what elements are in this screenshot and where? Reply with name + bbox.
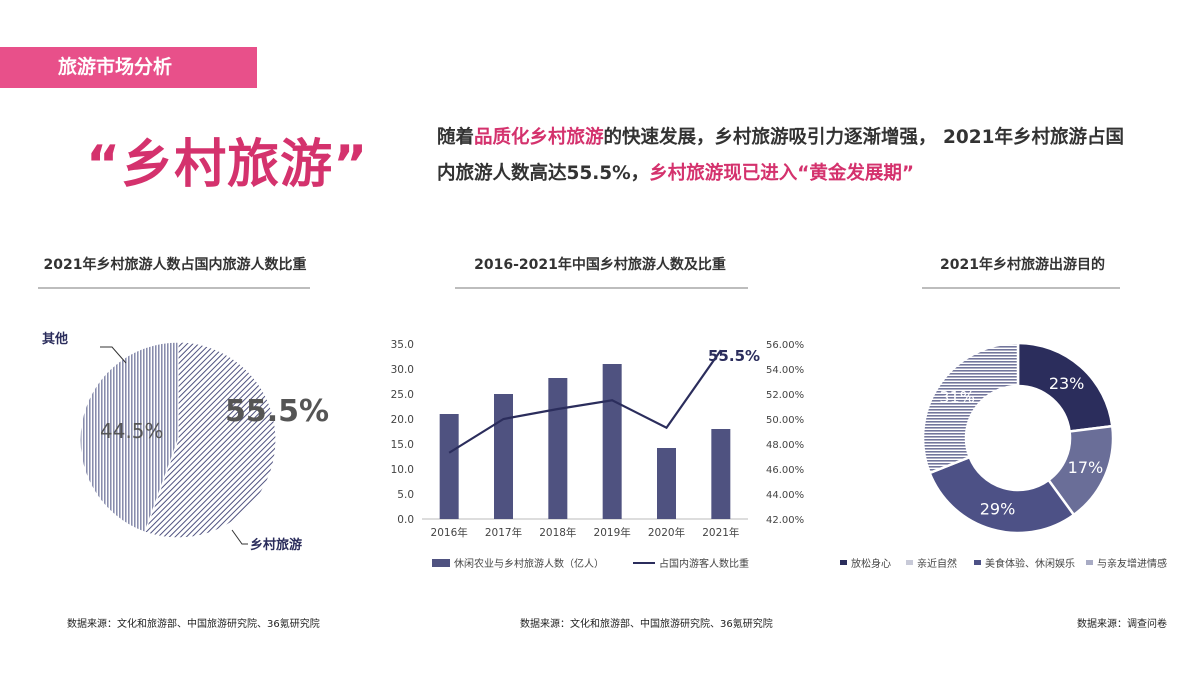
pie-slice-rural xyxy=(144,341,277,539)
combo-bar xyxy=(657,448,676,519)
intro-highlight-2: 乡村旅游现已进入“黄金发展期” xyxy=(649,163,915,184)
donut-labels: 23% 17% 29% 31% xyxy=(939,374,1103,519)
donut-legend-swatch xyxy=(974,560,981,565)
combo-ytick-right: 44.00% xyxy=(766,490,804,501)
donut-legend-label: 亲近自然 xyxy=(917,559,957,570)
donut-legend-label: 与亲友增进情感 xyxy=(1097,559,1167,570)
combo-title-rule xyxy=(455,287,748,289)
combo-ytick-left: 25.0 xyxy=(391,389,414,401)
combo-bar xyxy=(494,394,513,519)
intro-text-1: 随着 xyxy=(437,127,475,148)
combo-xtick: 2019年 xyxy=(594,526,631,539)
pie-title-rule xyxy=(38,287,310,289)
donut-chart: 23% 17% 29% 31% xyxy=(921,341,1115,535)
pie-pct-other: 44.5% xyxy=(100,419,164,443)
combo-ytick-right: 56.00% xyxy=(766,340,804,351)
legend-swatch-bar xyxy=(432,558,450,567)
combo-axes: 0.0 5.0 10.0 15.0 20.0 25.0 30.0 35.0 42.00% 44.0… xyxy=(391,339,805,539)
combo-ytick-right: 52.00% xyxy=(766,390,804,401)
donut-legend-swatch xyxy=(906,560,913,565)
donut-legend-label: 放松身心 xyxy=(851,559,891,570)
combo-ytick-right: 48.00% xyxy=(766,440,804,451)
donut-source: 数据来源：调查问卷 xyxy=(1077,619,1167,630)
combo-bar xyxy=(439,414,459,519)
pie-chart-title: 2021年乡村旅游人数占国内旅游人数比重 xyxy=(43,257,307,273)
pie-label-other: 其他 xyxy=(42,331,68,347)
pie-leader-other xyxy=(100,346,127,364)
combo-line-series xyxy=(448,349,722,454)
combo-legend-bar: 休闲农业与乡村旅游人数（亿人） xyxy=(432,555,604,570)
donut-slices xyxy=(921,341,1115,535)
pie-pct-rural: 55.5% xyxy=(225,394,329,429)
combo-ytick-left: 15.0 xyxy=(391,439,414,451)
combo-bar xyxy=(711,429,731,519)
section-tag: 旅游市场分析 xyxy=(0,47,257,88)
intro-text-2: 的快速发展，乡村旅游吸引力逐渐增强， 2021年乡村旅游占国内旅游人数高达55.… xyxy=(437,127,1124,184)
legend-swatch-line xyxy=(633,561,655,564)
pie-slice-other xyxy=(79,341,179,533)
combo-chart-title: 2016-2021年中国乡村旅游人数及比重 xyxy=(474,257,726,273)
combo-end-label: 55.5% xyxy=(708,347,760,365)
donut-slice-label: 31% xyxy=(939,388,975,407)
pie-label-rural: 乡村旅游 xyxy=(250,537,302,553)
combo-bar xyxy=(548,378,568,519)
combo-ytick-left: 20.0 xyxy=(391,414,414,426)
combo-chart: 0.0 5.0 10.0 15.0 20.0 25.0 30.0 35.0 42.00% 44.0… xyxy=(391,339,805,539)
donut-legend-item: 与亲友增进情感 xyxy=(1086,555,1167,570)
intro-highlight-1: 品质化乡村旅游 xyxy=(474,127,604,148)
donut-slice-label: 29% xyxy=(980,500,1016,519)
combo-ytick-left: 0.0 xyxy=(397,514,414,526)
pie-leader-rural xyxy=(231,529,248,545)
combo-source: 数据来源：文化和旅游部、中国旅游研究院、36氪研究院 xyxy=(520,619,773,630)
legend-line-label: 占国内游客人数比重 xyxy=(659,559,749,570)
combo-bar xyxy=(602,364,622,519)
combo-ytick-left: 30.0 xyxy=(391,364,414,376)
intro-paragraph: 随着品质化乡村旅游的快速发展，乡村旅游吸引力逐渐增强， 2021年乡村旅游占国内… xyxy=(437,120,1137,192)
combo-ytick-left: 5.0 xyxy=(397,489,414,501)
combo-xtick: 2018年 xyxy=(539,526,576,539)
combo-ytick-right: 42.00% xyxy=(766,515,804,526)
donut-slice-label: 17% xyxy=(1068,458,1104,477)
headline: “乡村旅游” xyxy=(86,135,369,195)
donut-slice xyxy=(921,341,1020,475)
combo-ytick-right: 54.00% xyxy=(766,365,804,376)
donut-legend-label: 美食体验、休闲娱乐 xyxy=(985,559,1075,570)
donut-slice xyxy=(928,455,1076,535)
donut-legend-swatch xyxy=(840,560,847,565)
combo-ytick-left: 10.0 xyxy=(391,464,414,476)
legend-bar-label: 休闲农业与乡村旅游人数（亿人） xyxy=(454,559,604,570)
combo-ytick-left: 35.0 xyxy=(391,339,414,351)
combo-xtick: 2020年 xyxy=(648,526,685,539)
donut-slice-label: 23% xyxy=(1049,374,1085,393)
donut-chart-title: 2021年乡村旅游出游目的 xyxy=(940,257,1105,273)
combo-bars xyxy=(439,364,731,519)
combo-xtick: 2017年 xyxy=(485,526,522,539)
combo-legend-line: 占国内游客人数比重 xyxy=(633,555,749,570)
donut-legend-item: 放松身心 xyxy=(840,555,891,570)
pie-chart: 其他 乡村旅游 55.5% 44.5% xyxy=(42,331,329,553)
pie-slices xyxy=(79,341,277,539)
combo-ytick-right: 50.00% xyxy=(766,415,804,426)
donut-legend-swatch xyxy=(1086,560,1093,565)
donut-legend-item: 亲近自然 xyxy=(906,555,957,570)
combo-xtick: 2016年 xyxy=(431,526,468,539)
donut-title-rule xyxy=(922,287,1120,289)
donut-legend-item: 美食体验、休闲娱乐 xyxy=(974,555,1075,570)
pie-source: 数据来源：文化和旅游部、中国旅游研究院、36氪研究院 xyxy=(67,619,320,630)
combo-xtick: 2021年 xyxy=(702,526,739,539)
combo-ytick-right: 46.00% xyxy=(766,465,804,476)
